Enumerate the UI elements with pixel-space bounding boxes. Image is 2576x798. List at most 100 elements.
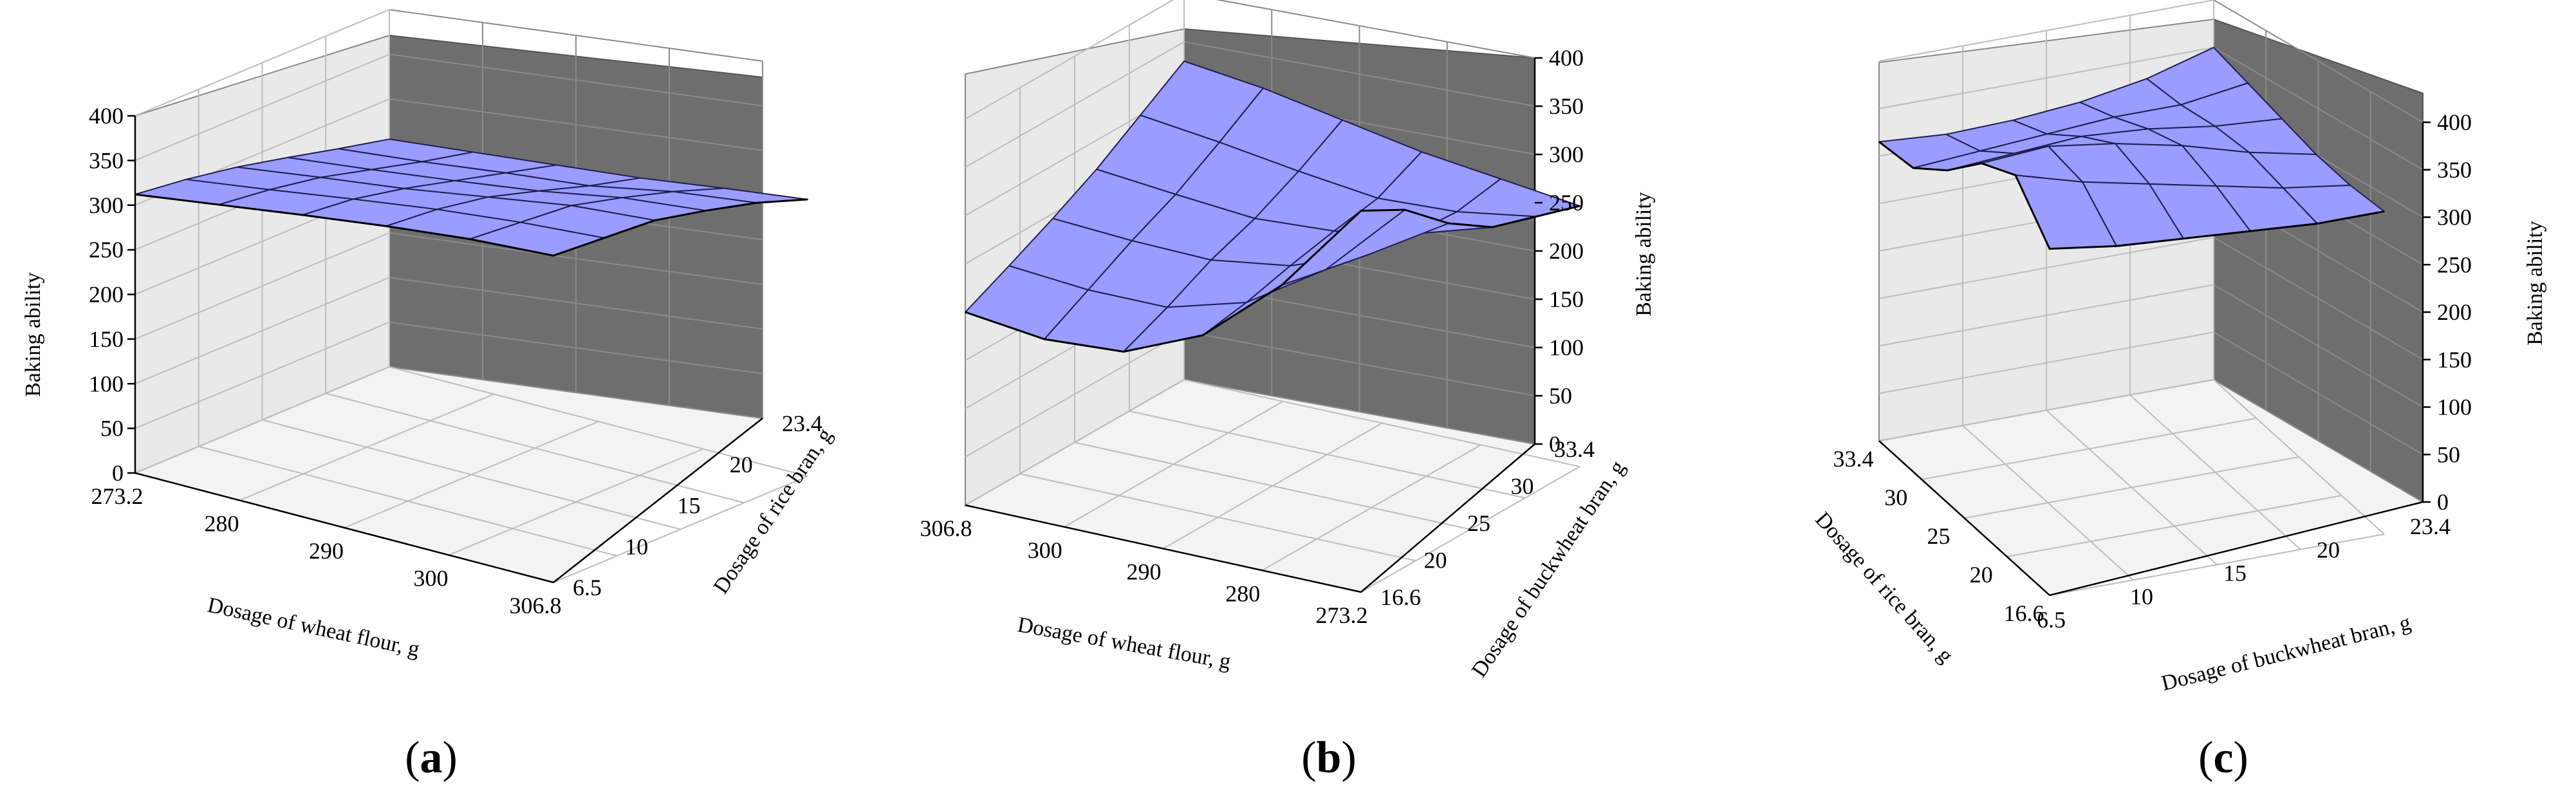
- z-tick-label: 200: [2437, 299, 2472, 325]
- floor-grid-line: [2049, 534, 2385, 596]
- z-tick-label: 100: [2437, 394, 2472, 420]
- y-tick-label: 6.5: [573, 575, 602, 600]
- z-tick-label: 400: [1549, 45, 1584, 71]
- x-tick-label: 306.8: [510, 593, 562, 618]
- panel-b-letter: b: [1317, 733, 1342, 783]
- panel-a-y-label: Dosage of rice bran, g: [709, 424, 837, 598]
- z-tick-label: 300: [1549, 142, 1584, 167]
- floor-grid-line: [2046, 409, 2218, 566]
- panel-a-y-ticks: 6.5 10 15 20 23.4: [573, 411, 822, 600]
- x-tick-label: 273.2: [1316, 602, 1368, 628]
- y-axis-line: [553, 418, 763, 583]
- y-tick-label: 10: [625, 534, 648, 559]
- panel-b-z-label: Baking ability: [1632, 192, 1656, 317]
- floor-grid-line: [1261, 444, 1481, 571]
- z-tick-label: 350: [2437, 157, 2472, 183]
- x-tick-label: 25: [1927, 523, 1951, 549]
- panel-a-label: (a): [405, 733, 458, 783]
- panel-c-y-ticks: 6.5 10 15 20 23.4: [2037, 514, 2451, 633]
- x-tick-label: 273.2: [91, 483, 144, 509]
- x-tick-label: 300: [1028, 537, 1062, 563]
- floor-grid-line: [2213, 379, 2385, 535]
- y-tick-label: 20: [2317, 537, 2340, 562]
- floor-grid-line: [1129, 410, 1526, 499]
- panel-b-y-ticks: 16.620 25 30 33.4: [1380, 436, 1595, 610]
- z-tick-label: 50: [1549, 383, 1572, 409]
- panel-c-x-label: Dosage of buckwheat bran, g: [2159, 611, 2413, 696]
- z-tick-label: 200: [89, 282, 124, 308]
- floor-grid-line: [553, 476, 808, 583]
- panel-c-letter: c: [2213, 733, 2233, 783]
- x-tick-label: 280: [1225, 580, 1260, 606]
- z-tick-label: 0: [2437, 489, 2449, 515]
- floor-grid-line: [2006, 495, 2342, 557]
- floor-grid-line: [262, 419, 681, 530]
- y-tick-label: 30: [1511, 474, 1534, 499]
- z-tick-label: 50: [100, 416, 124, 441]
- floor-grid-line: [325, 393, 745, 504]
- z-tick-label: 200: [1549, 238, 1584, 264]
- x-tick-label: 20: [1970, 562, 1993, 588]
- panel-b-x-ticks: 306.8 300 290 280 273.2: [920, 515, 1368, 628]
- y-tick-label: 20: [1424, 548, 1447, 573]
- panel-a-surface: [134, 138, 808, 257]
- z-tick-label: 250: [2437, 252, 2472, 277]
- panel-c-z-ticks: 0 50 100 150 200 250 300 350 400: [2423, 109, 2472, 515]
- panel-a-x-label: Dosage of wheat flour, g: [205, 593, 422, 662]
- panel-c-x-ticks: 33.4 30 25 20 16.6: [1833, 446, 2044, 626]
- z-tick-label: 250: [89, 237, 124, 263]
- z-tick-label: 400: [89, 103, 124, 129]
- panel-a-x-ticks: 273.2 280 290 300 306.8: [91, 483, 562, 618]
- panel-a-grid: [134, 9, 808, 584]
- z-tick-label: 400: [2437, 109, 2472, 135]
- y-tick-label: 23.4: [2410, 514, 2451, 539]
- y-tick-label: 23.4: [782, 411, 822, 436]
- panel-a-z-label: Baking ability: [21, 272, 45, 397]
- x-tick-label: 290: [1127, 559, 1162, 585]
- panel-b-z-ticks: 0 50 100 150 200 250 300 350 400: [1535, 45, 1584, 457]
- floor-grid-line: [1360, 466, 1580, 593]
- y-axis-line: [1360, 443, 1535, 593]
- panel-b-label: (b): [1301, 733, 1357, 783]
- z-tick-label: 150: [89, 326, 124, 352]
- x-tick-label: 290: [309, 538, 344, 564]
- z-tick-label: 0: [112, 460, 124, 486]
- surface-outline: [134, 193, 808, 257]
- floor-grid-line: [389, 366, 808, 477]
- panel-a: 0 50 100 150 200 250 300 350 400 273.2 280 290 300 3…: [21, 9, 837, 783]
- z-tick-label: 150: [2437, 347, 2472, 373]
- panel-a-letter: a: [420, 733, 443, 783]
- y-tick-label: 6.5: [2037, 607, 2066, 633]
- x-axis-line: [134, 472, 554, 584]
- panel-c-z-label: Baking ability: [2523, 221, 2547, 346]
- z-tick-label: 300: [2437, 205, 2472, 230]
- floor-grid-line: [1074, 441, 1471, 530]
- x-tick-label: 306.8: [920, 515, 972, 541]
- z-tick-label: 100: [1549, 335, 1584, 360]
- x-axis-line: [1878, 440, 2050, 596]
- surface-outline: [965, 205, 1580, 353]
- z-tick-label: 250: [1549, 190, 1584, 216]
- panel-b-surface: [965, 60, 1580, 353]
- x-tick-label: 16.6: [2004, 600, 2044, 626]
- y-tick-label: 15: [2223, 561, 2247, 586]
- surface-outline: [1878, 141, 2385, 250]
- panel-c-surface: [1878, 46, 2385, 250]
- x-tick-label: 33.4: [1833, 446, 1874, 472]
- y-tick-label: 33.4: [1554, 436, 1595, 462]
- x-tick-label: 300: [414, 566, 449, 591]
- z-tick-label: 350: [89, 147, 124, 173]
- panel-b: 0 50 100 150 200 250 300 350 400 306.8 300 290 280 2…: [920, 0, 1656, 783]
- floor-grid-line: [1183, 379, 1580, 467]
- z-tick-label: 100: [89, 371, 124, 396]
- y-tick-label: 20: [730, 452, 753, 478]
- y-tick-label: 25: [1467, 510, 1490, 536]
- z-tick-label: 0: [1549, 431, 1561, 457]
- y-tick-label: 16.6: [1380, 584, 1421, 610]
- panel-a-z-ticks: 0 50 100 150 200 250 300 350 400: [89, 103, 135, 486]
- x-tick-label: 280: [205, 511, 239, 537]
- z-tick-label: 350: [1549, 93, 1584, 119]
- y-axis-line: [2049, 501, 2423, 597]
